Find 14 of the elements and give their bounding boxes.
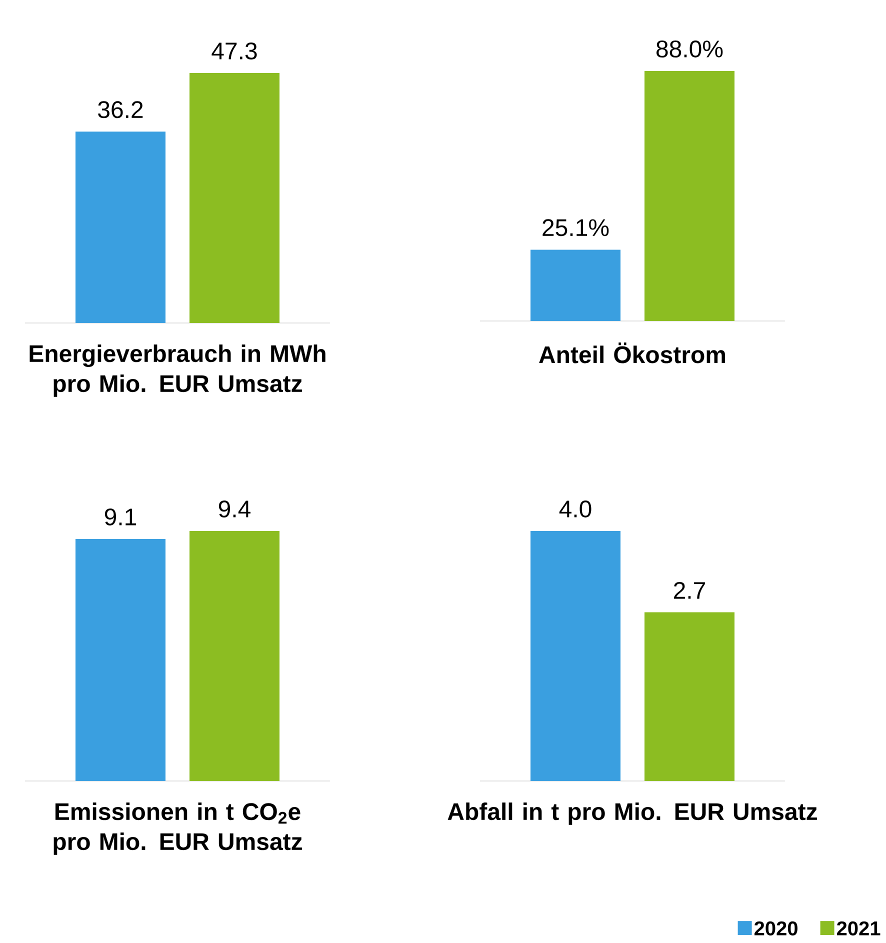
x-axis-title: Abfall in t pro Mio. EUR Umsatz [448,802,817,825]
data-label: 2.7 [674,582,705,599]
data-label: 9.4 [218,500,250,518]
x-axis-title: Emissionen in t CO$_{2}$e pro Mio. EUR Umsatz [54,802,302,855]
x-axis-title: Anteil Ökostrom [539,342,726,364]
data-label: 4.0 [559,500,592,518]
data-label: 25.1% [542,219,609,236]
data-label: 47.3 [212,42,257,60]
data-label: 88.0% [656,40,723,58]
data-label: 36.2 [98,101,143,118]
legend-label: 2021 [836,921,880,936]
data-label: 9.1 [104,508,136,526]
x-axis-title: Energieverbrauch in MWh pro Mio. EUR Umsatz [30,344,326,397]
legend-label: 2020 [754,921,798,936]
